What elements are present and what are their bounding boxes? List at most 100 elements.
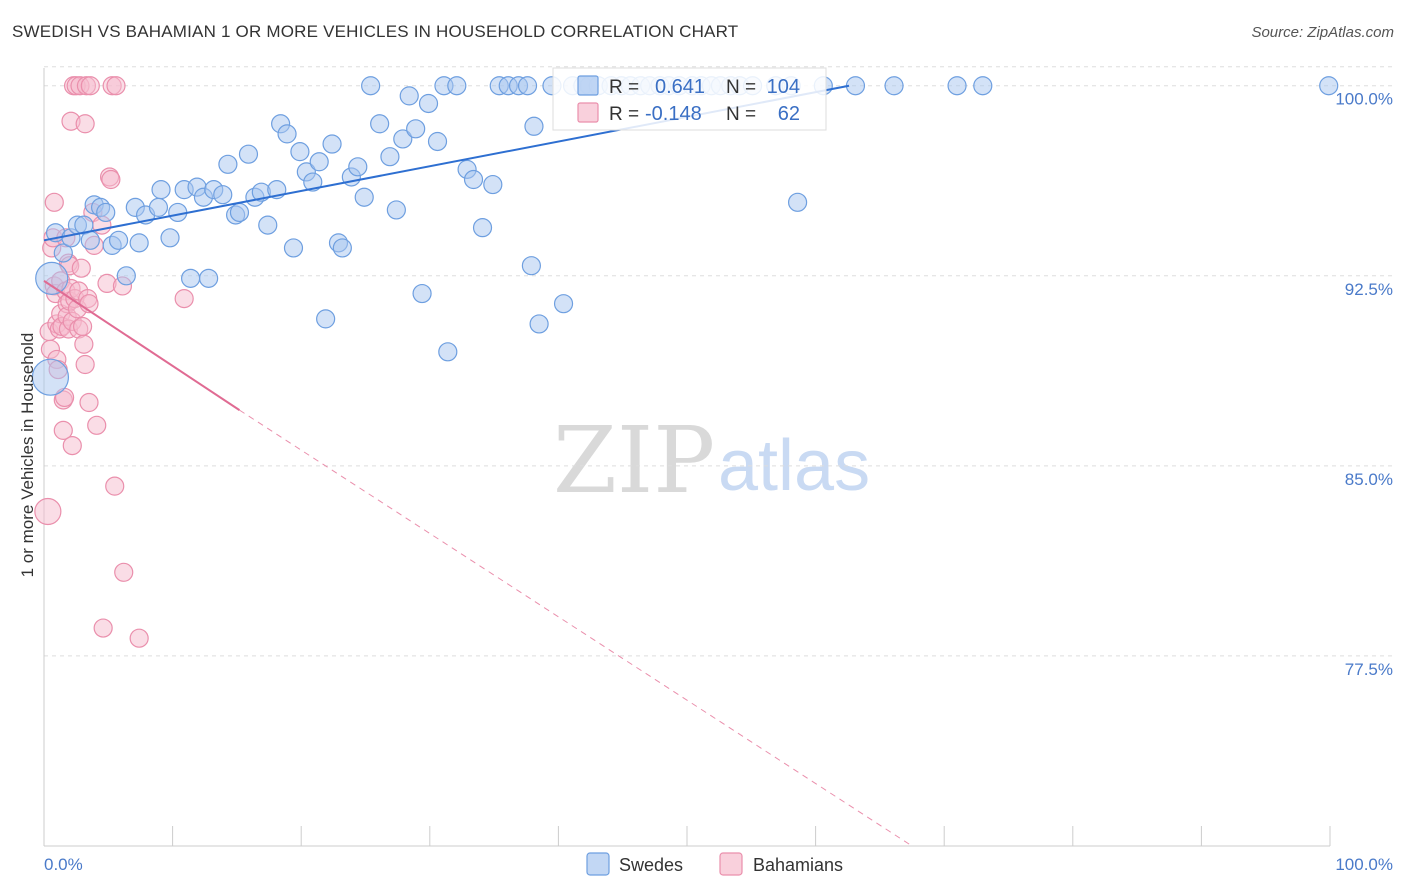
data-point xyxy=(322,134,342,154)
data-point xyxy=(129,628,149,648)
data-point xyxy=(151,180,171,200)
data-point xyxy=(412,283,432,304)
data-point xyxy=(218,154,238,174)
data-point xyxy=(529,314,549,334)
data-point xyxy=(199,268,219,288)
legend-swatch-swedes xyxy=(586,852,610,876)
data-point xyxy=(213,185,233,205)
data-point xyxy=(1319,76,1339,96)
data-point xyxy=(31,358,70,396)
data-point xyxy=(553,294,574,314)
legend-label-bahamians: Bahamians xyxy=(753,855,843,875)
data-point xyxy=(106,76,126,96)
stats-swatch-bahamians xyxy=(577,102,599,123)
stats-bahamians-n-label: N = xyxy=(726,104,756,125)
data-point xyxy=(74,334,94,354)
data-point xyxy=(62,435,82,456)
data-point xyxy=(399,86,419,106)
data-point xyxy=(393,129,413,149)
data-point xyxy=(35,261,69,295)
data-point xyxy=(406,119,426,139)
data-point xyxy=(129,233,149,253)
legend-label-swedes: Swedes xyxy=(619,855,683,875)
data-point xyxy=(447,76,467,96)
x-tick-label-min: 0.0% xyxy=(44,855,83,874)
data-point xyxy=(80,76,100,96)
data-point xyxy=(53,420,73,440)
data-point xyxy=(148,197,169,217)
data-point xyxy=(418,93,439,114)
y-axis-title: 1 or more Vehicles in Household xyxy=(18,333,37,578)
data-point xyxy=(277,124,297,144)
data-point xyxy=(229,202,250,223)
data-point xyxy=(181,268,201,288)
data-point xyxy=(361,76,381,96)
data-point xyxy=(71,258,91,278)
data-point xyxy=(483,174,503,195)
stats-swatch-swedes xyxy=(577,75,599,96)
data-point xyxy=(316,309,336,329)
data-point xyxy=(238,144,259,164)
data-point xyxy=(75,354,95,375)
stats-bahamians-r-value: -0.148 xyxy=(645,103,702,125)
data-point xyxy=(101,169,121,190)
series-legend: Swedes Bahamians xyxy=(586,852,843,876)
data-point xyxy=(258,215,278,235)
data-point xyxy=(370,114,390,134)
data-point xyxy=(303,172,323,192)
data-point xyxy=(116,266,136,286)
stats-swedes-n-value: 104 xyxy=(767,76,800,98)
chart-title: SWEDISH VS BAHAMIAN 1 OR MORE VEHICLES I… xyxy=(12,22,739,41)
watermark: ZIP atlas xyxy=(553,407,870,514)
stats-bahamians-r-label: R = xyxy=(609,104,639,125)
data-point xyxy=(354,187,374,207)
y-tick-layer: 100.0% 92.5% 85.0% 77.5% xyxy=(1335,90,1393,679)
watermark-zip: ZIP xyxy=(553,407,715,514)
data-point xyxy=(463,169,484,190)
data-point xyxy=(160,228,180,248)
y-tick-label: 85.0% xyxy=(1345,470,1393,489)
data-point xyxy=(72,316,93,337)
data-point xyxy=(87,415,107,435)
data-point xyxy=(108,230,129,250)
y-tick-label: 77.5% xyxy=(1345,660,1393,679)
trend-line-bahamians xyxy=(43,280,241,411)
stats-legend: R = 0.641 N = 104 R = -0.148 N = 62 xyxy=(552,67,827,131)
data-point xyxy=(93,618,113,638)
legend-swatch-bahamians xyxy=(719,852,743,876)
data-point xyxy=(114,562,134,582)
data-point xyxy=(348,157,368,177)
x-tick-layer xyxy=(43,826,1331,846)
data-point xyxy=(845,76,866,96)
data-point xyxy=(79,392,99,413)
data-point xyxy=(283,238,304,258)
data-point xyxy=(521,256,541,276)
data-point xyxy=(80,230,100,250)
data-point xyxy=(44,192,64,212)
stats-swedes-r-label: R = xyxy=(609,77,639,98)
data-point xyxy=(517,76,538,96)
stats-bahamians-n-value: 62 xyxy=(778,103,800,125)
data-point xyxy=(386,200,406,220)
x-tick-label-max: 100.0% xyxy=(1335,855,1393,874)
data-point xyxy=(174,289,194,309)
trend-line-bahamians-extension xyxy=(239,409,913,847)
data-point xyxy=(787,192,808,212)
data-point xyxy=(973,76,993,96)
data-point xyxy=(427,131,448,152)
data-point xyxy=(96,202,116,223)
y-tick-label: 100.0% xyxy=(1335,90,1393,109)
data-point xyxy=(34,497,62,526)
data-point xyxy=(947,76,967,96)
chart-source: Source: ZipAtlas.com xyxy=(1251,24,1394,41)
data-point xyxy=(524,116,544,136)
data-point xyxy=(105,476,125,496)
data-point xyxy=(75,114,95,134)
data-point xyxy=(472,218,493,238)
data-point xyxy=(290,142,310,162)
data-point xyxy=(438,342,458,362)
stats-swedes-r-value: 0.641 xyxy=(655,76,705,98)
data-point xyxy=(332,238,352,258)
data-point xyxy=(380,147,400,167)
data-point xyxy=(884,76,904,96)
